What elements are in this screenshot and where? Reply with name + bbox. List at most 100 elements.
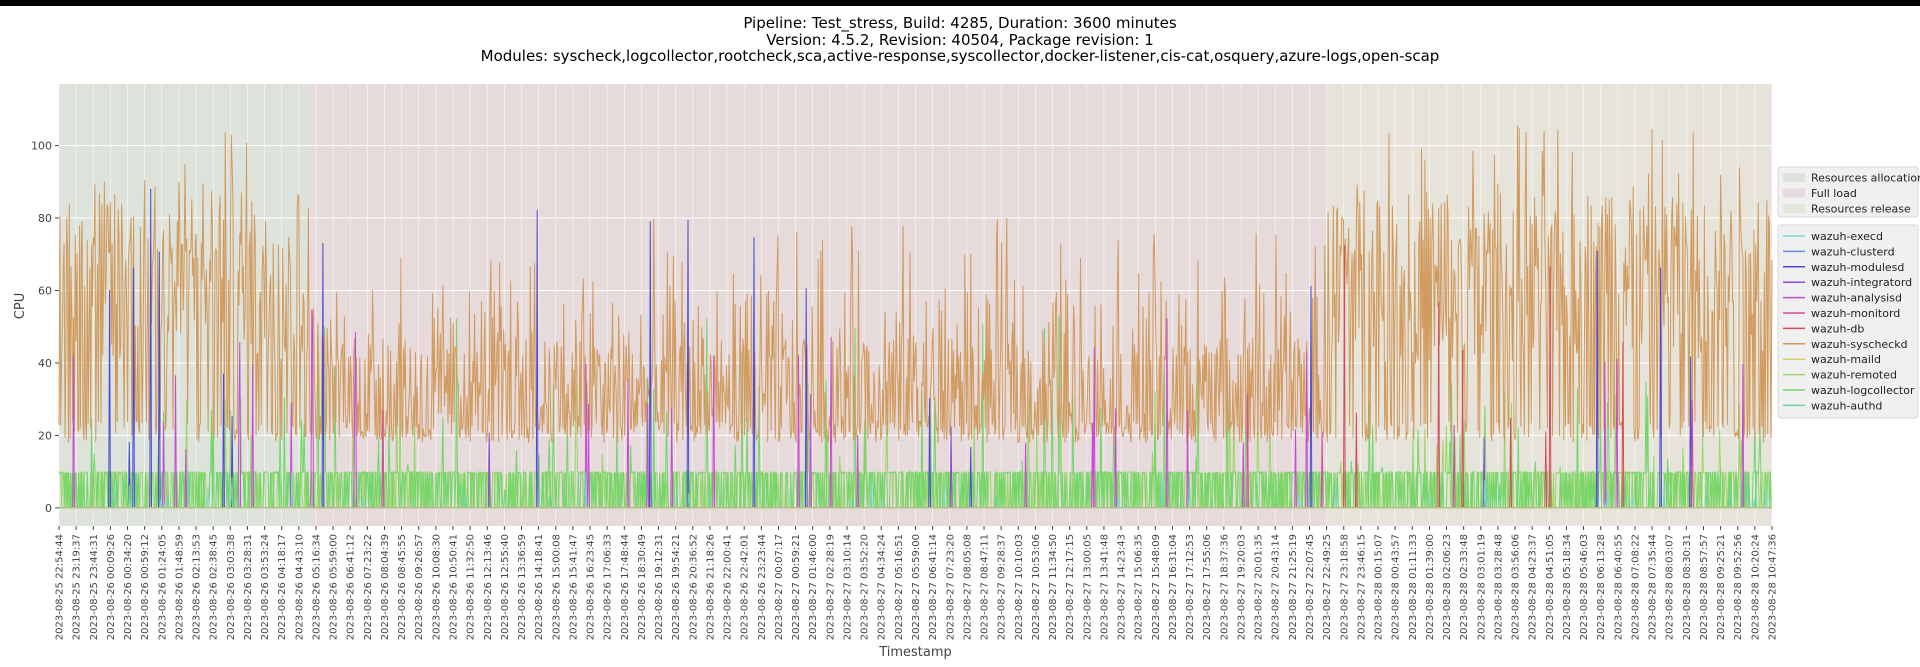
x-tick-label-89: 2023-08-28 05:46:03 xyxy=(1579,534,1590,640)
x-tick-label-88: 2023-08-28 05:18:34 xyxy=(1562,534,1573,640)
x-tick-label-62: 2023-08-27 14:23:43 xyxy=(1117,534,1128,640)
x-tick-label-55: 2023-08-27 09:28:37 xyxy=(997,534,1008,640)
x-tick-label-61: 2023-08-27 13:41:48 xyxy=(1099,534,1110,640)
x-tick-label-28: 2023-08-26 14:18:41 xyxy=(534,534,545,640)
x-tick-label-17: 2023-08-26 06:41:12 xyxy=(346,534,357,640)
x-tick-label-48: 2023-08-27 04:34:24 xyxy=(877,534,888,640)
x-tick-label-38: 2023-08-26 21:18:26 xyxy=(705,534,716,640)
x-tick-label-86: 2023-08-28 04:23:37 xyxy=(1528,534,1539,640)
series-legend-label-0: wazuh-execd xyxy=(1811,230,1883,243)
series-line-wazuh-syscheckd xyxy=(58,125,1773,444)
x-tick-label-72: 2023-08-27 21:25:19 xyxy=(1288,534,1299,640)
x-tick-label-67: 2023-08-27 17:55:06 xyxy=(1202,534,1213,640)
grid-lines xyxy=(58,84,1773,526)
x-tick-label-93: 2023-08-28 07:35:44 xyxy=(1648,534,1659,640)
x-tick-label-57: 2023-08-27 10:53:06 xyxy=(1031,534,1042,640)
y-axis-ticks: 0 20 40 60 80 100 xyxy=(31,140,59,515)
x-tick-label-99: 2023-08-28 10:20:24 xyxy=(1750,534,1761,640)
x-tick-label-39: 2023-08-26 22:00:41 xyxy=(723,534,734,640)
x-tick-label-7: 2023-08-26 01:48:59 xyxy=(174,534,185,640)
x-tick-label-12: 2023-08-26 03:53:24 xyxy=(260,534,271,640)
x-tick-label-36: 2023-08-26 19:54:21 xyxy=(671,534,682,640)
x-tick-label-24: 2023-08-26 11:32:50 xyxy=(466,534,477,640)
chart-frame: Pipeline: Test_stress, Build: 4285, Dura… xyxy=(0,6,1920,667)
x-tick-label-84: 2023-08-28 03:28:48 xyxy=(1493,534,1504,640)
x-tick-label-13: 2023-08-26 04:18:17 xyxy=(277,534,288,640)
x-tick-label-76: 2023-08-27 23:46:15 xyxy=(1356,534,1367,640)
x-tick-label-85: 2023-08-28 03:56:06 xyxy=(1511,534,1522,640)
x-tick-label-27: 2023-08-26 13:36:59 xyxy=(517,534,528,640)
x-tick-label-5: 2023-08-26 00:59:12 xyxy=(140,534,151,640)
x-tick-label-94: 2023-08-28 08:03:07 xyxy=(1665,534,1676,640)
x-tick-label-68: 2023-08-27 18:37:36 xyxy=(1219,534,1230,640)
series-legend-label-11: wazuh-authd xyxy=(1811,399,1882,412)
x-tick-label-44: 2023-08-27 01:46:00 xyxy=(808,534,819,640)
series-legend-label-7: wazuh-syscheckd xyxy=(1811,338,1908,351)
x-tick-label-20: 2023-08-26 08:45:55 xyxy=(397,534,408,640)
x-tick-label-11: 2023-08-26 03:28:31 xyxy=(243,534,254,640)
x-tick-label-34: 2023-08-26 18:30:49 xyxy=(637,534,648,640)
x-tick-label-49: 2023-08-27 05:16:51 xyxy=(894,534,905,640)
x-tick-label-91: 2023-08-28 06:40:55 xyxy=(1613,534,1624,640)
x-tick-label-50: 2023-08-27 05:59:00 xyxy=(911,534,922,640)
phase-legend: Resources allocation Full load Resources r… xyxy=(1777,166,1920,218)
x-tick-label-2: 2023-08-25 23:44:31 xyxy=(89,534,100,640)
x-tick-label-14: 2023-08-26 04:43:10 xyxy=(294,534,305,640)
x-tick-label-97: 2023-08-28 09:25:21 xyxy=(1716,534,1727,640)
x-tick-label-70: 2023-08-27 20:01:35 xyxy=(1254,534,1265,640)
x-tick-label-53: 2023-08-27 08:05:08 xyxy=(962,534,973,640)
x-tick-label-35: 2023-08-26 19:12:31 xyxy=(654,534,665,640)
series-legend-label-10: wazuh-logcollector xyxy=(1811,384,1915,397)
x-tick-label-77: 2023-08-28 00:15:07 xyxy=(1374,534,1385,640)
x-tick-label-6: 2023-08-26 01:24:05 xyxy=(157,534,168,640)
x-tick-label-30: 2023-08-26 15:41:47 xyxy=(568,534,579,640)
x-tick-label-8: 2023-08-26 02:13:53 xyxy=(192,534,203,640)
x-tick-label-47: 2023-08-27 03:52:20 xyxy=(860,534,871,640)
y-tick-label-0: 0 xyxy=(45,502,52,515)
chart-title: Pipeline: Test_stress, Build: 4285, Dura… xyxy=(481,14,1440,65)
x-tick-label-23: 2023-08-26 10:50:41 xyxy=(448,534,459,640)
phase-legend-label-1: Full load xyxy=(1811,187,1857,200)
x-tick-label-90: 2023-08-28 06:13:28 xyxy=(1596,534,1607,640)
x-tick-label-60: 2023-08-27 13:00:05 xyxy=(1082,534,1093,640)
x-tick-label-69: 2023-08-27 19:20:03 xyxy=(1236,534,1247,640)
x-tick-label-92: 2023-08-28 07:08:22 xyxy=(1630,534,1641,640)
x-tick-label-10: 2023-08-26 03:03:38 xyxy=(226,534,237,640)
x-tick-label-31: 2023-08-26 16:23:45 xyxy=(586,534,597,640)
x-tick-label-33: 2023-08-26 17:48:44 xyxy=(620,534,631,640)
x-tick-label-96: 2023-08-28 08:57:57 xyxy=(1699,534,1710,640)
x-tick-label-52: 2023-08-27 07:23:20 xyxy=(945,534,956,640)
x-tick-label-71: 2023-08-27 20:43:14 xyxy=(1271,534,1282,640)
series-lines xyxy=(58,125,1773,509)
series-legend-label-5: wazuh-monitord xyxy=(1811,307,1900,320)
series-legend-box xyxy=(1777,224,1919,419)
y-tick-label-5: 100 xyxy=(31,140,52,153)
x-tick-label-80: 2023-08-28 01:39:00 xyxy=(1425,534,1436,640)
x-tick-label-82: 2023-08-28 02:33:48 xyxy=(1459,534,1470,640)
x-tick-label-1: 2023-08-25 23:19:37 xyxy=(72,534,83,640)
x-tick-label-15: 2023-08-26 05:16:34 xyxy=(311,534,322,640)
y-axis-label: CPU xyxy=(13,293,28,319)
phase-legend-label-2: Resources release xyxy=(1811,203,1911,216)
x-tick-label-74: 2023-08-27 22:49:25 xyxy=(1322,534,1333,640)
x-tick-label-42: 2023-08-27 00:07:17 xyxy=(774,534,785,640)
x-tick-label-56: 2023-08-27 10:10:03 xyxy=(1014,534,1025,640)
phase-legend-swatch-2 xyxy=(1783,204,1805,213)
x-tick-label-18: 2023-08-26 07:23:22 xyxy=(363,534,374,640)
x-tick-label-51: 2023-08-27 06:41:14 xyxy=(928,534,939,640)
x-tick-label-22: 2023-08-26 10:08:30 xyxy=(431,534,442,640)
x-tick-label-98: 2023-08-28 09:52:56 xyxy=(1733,534,1744,640)
x-tick-label-45: 2023-08-27 02:28:19 xyxy=(825,534,836,640)
x-tick-label-58: 2023-08-27 11:34:50 xyxy=(1048,534,1059,640)
x-tick-label-43: 2023-08-27 00:59:21 xyxy=(791,534,802,640)
x-tick-label-40: 2023-08-26 22:42:01 xyxy=(740,534,751,640)
chart-title-line-modules: Modules: syscheck,logcollector,rootcheck… xyxy=(481,47,1440,65)
phase-legend-swatch-1 xyxy=(1783,188,1805,198)
y-tick-label-4: 80 xyxy=(38,212,52,225)
x-tick-label-21: 2023-08-26 09:26:57 xyxy=(414,534,425,640)
phase-legend-label-0: Resources allocation xyxy=(1811,172,1920,185)
x-tick-label-87: 2023-08-28 04:51:05 xyxy=(1545,534,1556,640)
x-tick-label-66: 2023-08-27 17:12:53 xyxy=(1185,534,1196,640)
phase-legend-swatch-0 xyxy=(1783,173,1805,182)
x-tick-label-79: 2023-08-28 01:11:33 xyxy=(1408,534,1419,640)
